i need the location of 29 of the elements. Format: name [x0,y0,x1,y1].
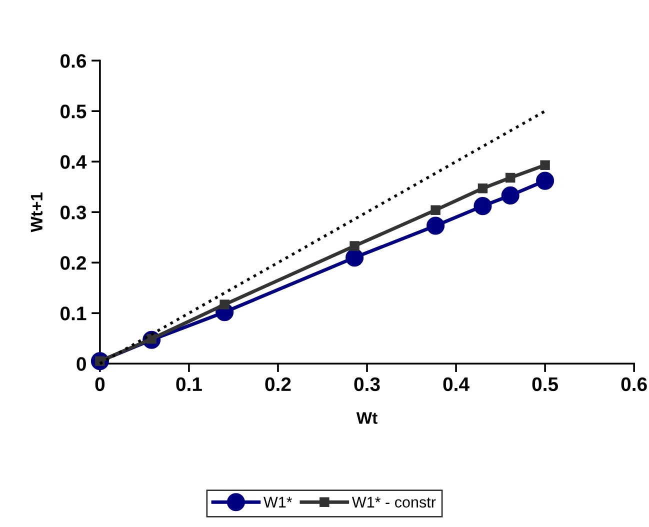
y-axis-title: Wt+1 [30,192,43,232]
y-tick-label: 0.3 [60,206,86,220]
x-tick-label: 0.1 [176,377,202,392]
point [350,241,360,251]
x-tick-label: 0.2 [265,377,291,392]
x-tick-label: 0.3 [354,377,380,392]
y-tick-label: 0.5 [60,104,86,118]
y-tick-label: 0.6 [60,54,86,68]
point [426,216,445,235]
y-tick-label: 0.2 [60,256,86,270]
point [505,172,516,183]
point [474,197,492,216]
x-tick-label: 0.4 [443,377,470,392]
x-tick-label: 0.5 [532,377,558,392]
y-tick-label: 0.1 [60,306,86,320]
x-tick-label: 0 [95,377,105,392]
x-tick-label: 0.6 [621,377,647,392]
point [220,300,230,310]
legend-label: W1* - constr [352,496,436,508]
y-tick-label: 0 [76,357,86,371]
point [346,248,364,267]
point [540,160,550,170]
y-tick-label: 0.4 [60,155,87,169]
point [536,172,554,190]
x-axis-title: Wt [356,412,378,424]
point [478,184,488,194]
point [501,186,520,204]
point [430,205,440,215]
legend-label: W1* [264,496,292,508]
